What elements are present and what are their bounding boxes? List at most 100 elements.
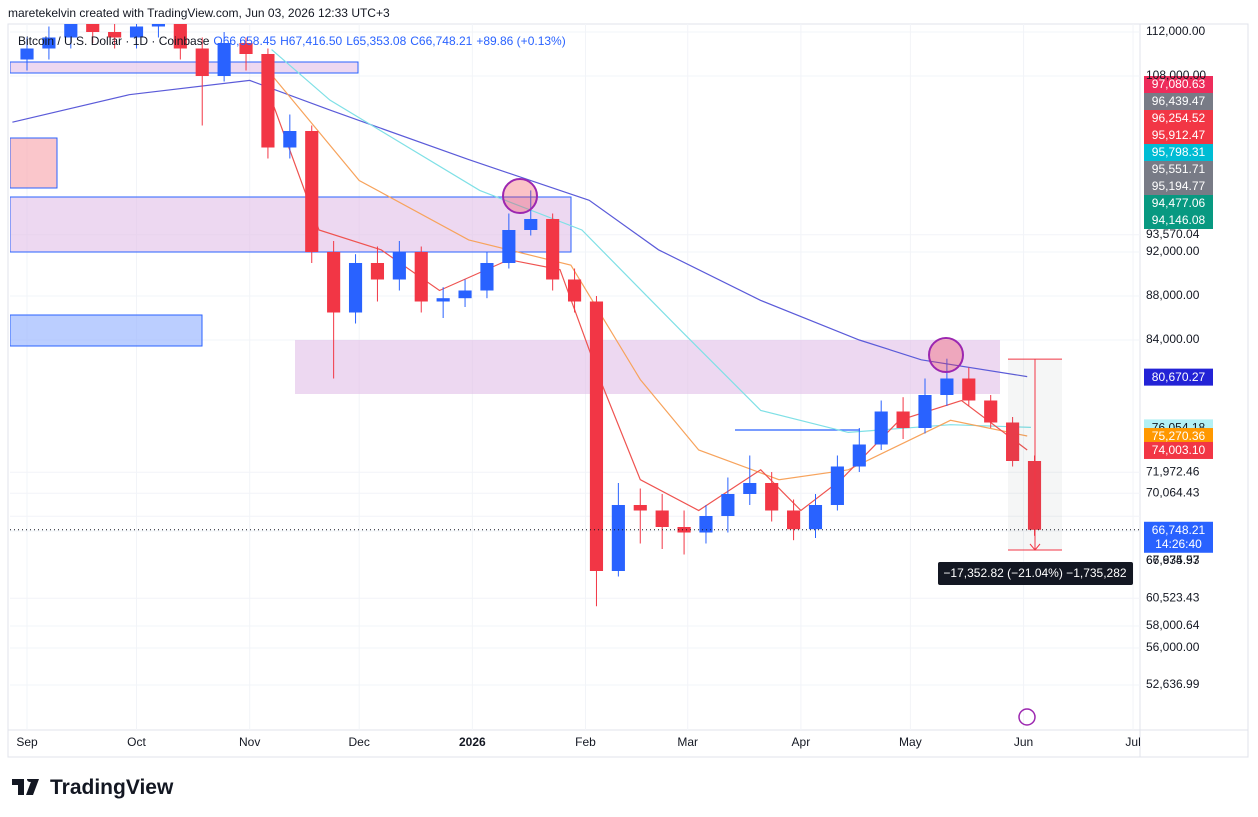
header: maretekelvin created with TradingView.co… (8, 6, 390, 20)
x-tick-label: 2026 (459, 735, 486, 749)
last-price-label: 66,748.21 (1152, 523, 1206, 537)
candle-body (677, 526, 691, 533)
measure-label-box (938, 562, 1133, 586)
x-tick-label: Jul (1125, 735, 1140, 749)
candle-body (327, 251, 341, 313)
zone (10, 196, 572, 253)
candle-body (962, 378, 976, 401)
x-tick-label: Mar (677, 735, 698, 749)
candle-body (305, 130, 319, 252)
candle-body (217, 42, 231, 76)
brand: TradingView (50, 776, 174, 799)
price-tag-label: 95,912.47 (1152, 128, 1206, 142)
candle-body (239, 42, 253, 54)
last-price-tag (1144, 521, 1213, 553)
footer: TradingView (12, 774, 173, 802)
price-tag-label: 95,194.77 (1152, 179, 1206, 193)
candle-body (567, 279, 582, 302)
countdown: 14:26:40 (1155, 537, 1202, 551)
price-tag (1144, 127, 1213, 144)
measure-label: −17,352.82 (−21.04%) −1,735,282 (943, 566, 1126, 580)
x-tick-label: Oct (127, 735, 146, 749)
candle-body (984, 400, 998, 423)
x-tick-label: Feb (575, 735, 596, 749)
candle-body (129, 26, 144, 38)
price-tag-label: 75,270.36 (1152, 429, 1206, 443)
price-tag-label: 95,798.31 (1152, 145, 1206, 159)
candle-body (852, 444, 866, 467)
zone (10, 314, 203, 347)
y-tick-label: 93,570.04 (1146, 227, 1200, 241)
x-tick-label: Sep (16, 735, 38, 749)
series (10, 24, 1140, 607)
y-tick-label: 84,000.00 (1146, 332, 1200, 346)
price-tag-label: 96,254.52 (1152, 111, 1206, 125)
candle-body (151, 24, 165, 27)
candle-body (86, 24, 100, 32)
legend-value: C66,748.21 (410, 34, 473, 48)
price-tag (1144, 144, 1213, 161)
candle-body (108, 31, 122, 38)
candle-body (20, 48, 34, 60)
price-tag-label: 94,146.08 (1152, 213, 1206, 227)
candle-body (480, 262, 494, 291)
moving-average (271, 49, 1031, 434)
legend-value: O66,658.45 (213, 34, 277, 48)
overlay: −17,352.82 (−21.04%) −1,735,282 97,080.63… (938, 76, 1213, 586)
candle-body (721, 493, 735, 516)
candle-body (173, 24, 187, 49)
price-tag-label: 80,670.27 (1152, 370, 1206, 384)
candle-body (283, 130, 297, 148)
moving-average (271, 74, 1028, 481)
header-text: maretekelvin created with TradingView.co… (8, 6, 390, 20)
candle-body (370, 262, 385, 280)
price-tag (1144, 178, 1213, 195)
y-tick-label: 88,000.00 (1146, 288, 1200, 302)
candle-body (436, 298, 450, 302)
candle-body (808, 504, 823, 530)
candle-body (348, 262, 363, 313)
highlights (502, 178, 1036, 726)
candle-body (42, 37, 56, 49)
x-tick-label: Jun (1014, 735, 1033, 749)
price-tag (1144, 195, 1213, 212)
assistant-icon[interactable] (1018, 708, 1036, 726)
zone (10, 61, 359, 74)
y-tick-label: 71,972.46 (1146, 464, 1200, 478)
price-tag (1144, 368, 1213, 386)
frame (7, 23, 1249, 758)
drawings (10, 61, 1000, 431)
candle-body (611, 504, 625, 571)
y-tick-label: 56,000.00 (1146, 640, 1200, 654)
symbol-title: Bitcoin / U.S. Dollar · 1D · Coinbase (18, 34, 210, 48)
price-tag (1144, 76, 1213, 93)
candle-body (940, 378, 954, 395)
y-tick-label: 60,523.43 (1146, 590, 1200, 604)
candle-body (458, 290, 472, 299)
price-tag-label: 97,080.63 (1152, 77, 1206, 91)
y-tick-label: 70,064.43 (1146, 485, 1200, 499)
y-tick-label: 52,636.99 (1146, 677, 1200, 691)
legend-value: L65,353.08 (346, 34, 407, 48)
y-tick-label: 67,974.57 (1146, 553, 1200, 567)
x-tick-label: Dec (349, 735, 370, 749)
price-tag (1144, 161, 1213, 178)
candle-body (195, 48, 209, 76)
price-tag (1144, 428, 1213, 446)
y-tick-label: 66,635.93 (1146, 553, 1200, 567)
measure-arrowhead (1029, 543, 1041, 551)
brand-logo (12, 779, 39, 795)
highlight-circle (928, 337, 964, 373)
candle-body (524, 218, 538, 230)
legend: Bitcoin / U.S. Dollar · 1D · Coinbase O66… (18, 34, 566, 48)
price-tag (1144, 212, 1213, 229)
candle-body (1006, 422, 1020, 461)
candle-body (918, 394, 932, 428)
highlight-circle (502, 178, 538, 214)
candle-body (896, 411, 910, 428)
x-tick-label: May (899, 735, 922, 749)
candle-body (874, 411, 888, 445)
y-tick-label: 112,000.00 (1146, 24, 1205, 38)
